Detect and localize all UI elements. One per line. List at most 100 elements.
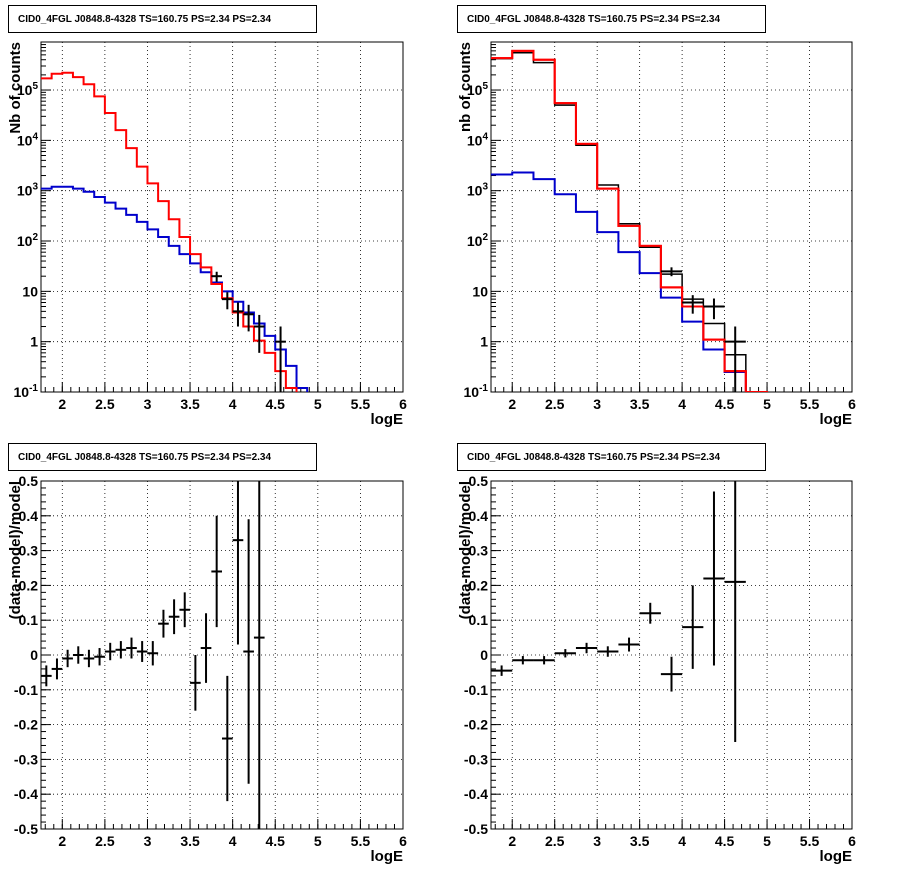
y-axis-label: (data-model)/model [7, 481, 24, 619]
y-tick-label: 104 [17, 131, 39, 148]
y-tick-label: -0.3 [14, 751, 38, 767]
y-tick-label: 10 [472, 283, 488, 299]
panel-residuals-left: 2 2.5 3 3.5 4 4.5 5 5.5 6 -0.5 -0.4 -0.3 -0.2 -0.1 0 0.… [7, 473, 407, 865]
x-tick-label: 4 [678, 833, 686, 849]
x-tick-label: 5.5 [800, 396, 820, 412]
y-tick-label: 0.5 [469, 473, 489, 489]
y-tick-label: -0.1 [14, 682, 38, 698]
x-tick-label: 6 [399, 833, 407, 849]
model-component-histogram [41, 185, 309, 392]
data-layer [41, 481, 265, 829]
x-tick-label: 4.5 [715, 833, 735, 849]
x-axis-label: logE [371, 411, 404, 428]
y-tick-label: 102 [17, 232, 39, 249]
y-tick-label: 102 [467, 232, 489, 249]
x-tick-label: 4.5 [266, 396, 286, 412]
x-tick-label: 2 [508, 833, 516, 849]
y-tick-label: 105 [467, 81, 489, 98]
x-tick-label: 2.5 [95, 833, 115, 849]
x-tick-label: 5 [314, 833, 322, 849]
x-tick-label: 2 [508, 396, 516, 412]
y-tick-label: -0.3 [464, 751, 488, 767]
plot-frame [490, 480, 853, 830]
model-total-histogram [41, 71, 298, 392]
x-tick-label: 5.5 [351, 396, 371, 412]
y-axis-label: nb of counts [457, 42, 474, 132]
chart-title: CID0_4FGL J0848.8-4328 TS=160.75 PS=2.34… [8, 443, 317, 471]
x-tick-label: 3 [593, 833, 601, 849]
x-axis-label: logE [820, 848, 853, 865]
x-tick-label: 3.5 [180, 833, 200, 849]
data-layer [491, 481, 746, 742]
plot-frame [40, 41, 404, 393]
x-axis-label: logE [820, 411, 853, 428]
model-component-histogram [491, 171, 747, 392]
y-tick-label: 0 [480, 647, 488, 663]
x-tick-label: 5 [763, 833, 771, 849]
data-histogram [491, 52, 747, 392]
y-tick-label: -0.5 [464, 821, 488, 837]
y-tick-label: 0.2 [19, 577, 39, 593]
model-total-histogram [491, 49, 769, 392]
data-layer [491, 49, 769, 392]
y-tick-label: -0.5 [14, 821, 38, 837]
y-tick-label: 0.2 [469, 577, 489, 593]
x-tick-label: 4.5 [266, 833, 286, 849]
y-tick-label: 103 [17, 182, 39, 199]
y-tick-label: 0.3 [469, 543, 489, 559]
y-tick-label: 0 [30, 647, 38, 663]
y-tick-label: -0.1 [464, 682, 488, 698]
x-tick-label: 6 [848, 833, 856, 849]
chart-title: CID0_4FGL J0848.8-4328 TS=160.75 PS=2.34… [457, 5, 766, 33]
x-tick-label: 5 [314, 396, 322, 412]
y-tick-label: 0.4 [469, 508, 489, 524]
x-tick-label: 6 [848, 396, 856, 412]
y-tick-label: 10-1 [14, 383, 39, 400]
y-tick-label: 0.4 [19, 508, 39, 524]
y-tick-label: -0.4 [464, 786, 488, 802]
y-tick-label: 104 [467, 131, 489, 148]
x-tick-label: 4 [229, 396, 237, 412]
y-tick-label: 0.5 [19, 473, 39, 489]
x-tick-label: 2.5 [95, 396, 115, 412]
plot-frame [490, 41, 853, 393]
data-layer [41, 71, 309, 392]
y-tick-label: 1 [30, 334, 38, 350]
x-tick-label: 2 [58, 396, 66, 412]
x-tick-label: 2.5 [545, 833, 565, 849]
x-tick-label: 3 [144, 833, 152, 849]
x-axis-label: logE [371, 848, 404, 865]
x-tick-label: 6 [399, 396, 407, 412]
y-tick-label: 0.1 [19, 612, 39, 628]
y-tick-label: 10 [22, 283, 38, 299]
panel-counts-right: 2 2.5 3 3.5 4 4.5 5 5.5 6 10-1 1 10 102 103 104 105 logE… [457, 41, 856, 428]
y-axis-label: Nb of counts [7, 42, 24, 134]
x-tick-label: 4 [678, 396, 686, 412]
x-tick-label: 5.5 [800, 833, 820, 849]
y-tick-label: -0.2 [14, 717, 38, 733]
chart-title: CID0_4FGL J0848.8-4328 TS=160.75 PS=2.34… [457, 443, 766, 471]
y-tick-label: -0.2 [464, 717, 488, 733]
y-tick-label: -0.4 [14, 786, 38, 802]
x-tick-label: 2 [58, 833, 66, 849]
x-tick-label: 2.5 [545, 396, 565, 412]
x-tick-label: 5 [763, 396, 771, 412]
y-tick-label: 10-1 [464, 383, 489, 400]
x-tick-label: 3 [593, 396, 601, 412]
y-tick-label: 0.3 [19, 543, 39, 559]
x-tick-label: 3.5 [630, 833, 650, 849]
y-tick-label: 103 [467, 182, 489, 199]
plot-frame [40, 480, 404, 830]
x-tick-label: 4 [229, 833, 237, 849]
model-total-histogram [491, 49, 769, 392]
x-tick-label: 3.5 [630, 396, 650, 412]
panel-residuals-right: 2 2.5 3 3.5 4 4.5 5 5.5 6 -0.5 -0.4 -0.3 -0.2 -0.1 0 0.… [457, 473, 856, 865]
y-tick-label: 0.1 [469, 612, 489, 628]
y-tick-label: 105 [17, 81, 39, 98]
x-tick-label: 5.5 [351, 833, 371, 849]
x-tick-label: 3.5 [180, 396, 200, 412]
x-tick-label: 4.5 [715, 396, 735, 412]
chart-title: CID0_4FGL J0848.8-4328 TS=160.75 PS=2.34… [8, 5, 317, 33]
y-axis-label: (data-model)/model [457, 481, 474, 619]
